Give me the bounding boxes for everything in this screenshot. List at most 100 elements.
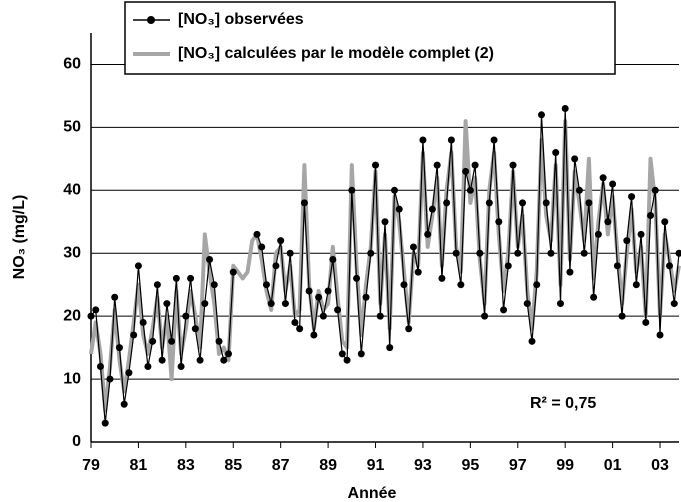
data-point [353, 274, 361, 282]
data-point [267, 300, 275, 308]
data-point [661, 218, 669, 226]
data-point [647, 211, 655, 219]
data-point [305, 287, 313, 295]
data-point [96, 362, 104, 370]
data-point [343, 356, 351, 364]
data-point [177, 362, 185, 370]
data-point [419, 136, 427, 144]
data-point [220, 356, 228, 364]
legend-label: [NO₃] calculées par le modèle complet (2… [178, 45, 494, 62]
data-point [182, 312, 190, 320]
data-point [338, 350, 346, 358]
data-point [428, 205, 436, 213]
data-point [348, 186, 356, 194]
data-point [111, 293, 119, 301]
data-point [504, 262, 512, 270]
data-point [528, 337, 536, 345]
data-point [291, 318, 299, 326]
data-point [466, 186, 474, 194]
y-tick-label: 30 [63, 244, 81, 261]
data-point [277, 237, 285, 245]
data-point [158, 356, 166, 364]
data-point [400, 281, 408, 289]
data-point [367, 249, 375, 257]
data-point [542, 199, 550, 207]
y-axis-label: NO₃ (mg/L) [11, 195, 28, 280]
x-tick-label: 03 [651, 457, 669, 474]
data-point [215, 337, 223, 345]
data-point [438, 274, 446, 282]
data-point [495, 218, 503, 226]
data-point [623, 237, 631, 245]
data-point [134, 262, 142, 270]
data-point [609, 180, 617, 188]
x-tick-label: 81 [130, 457, 148, 474]
data-point [139, 318, 147, 326]
data-point [381, 218, 389, 226]
data-point [514, 249, 522, 257]
data-point [575, 186, 583, 194]
data-point [187, 274, 195, 282]
data-point [191, 325, 199, 333]
data-point [106, 375, 114, 383]
data-point [666, 262, 674, 270]
y-tick-label: 50 [63, 119, 81, 136]
data-point [471, 161, 479, 169]
data-point [376, 312, 384, 320]
x-tick-label: 89 [319, 457, 337, 474]
data-point [201, 300, 209, 308]
data-point [120, 400, 128, 408]
data-point [462, 167, 470, 175]
data-point [149, 337, 157, 345]
data-point [537, 111, 545, 119]
data-point [561, 105, 569, 113]
data-point [566, 268, 574, 276]
data-point [163, 300, 171, 308]
data-point [315, 293, 323, 301]
legend-label: [NO₃] observées [178, 11, 304, 28]
data-point [334, 306, 342, 314]
data-point [372, 161, 380, 169]
annotation: R² = 0,75 [530, 395, 596, 412]
y-tick-label: 40 [63, 182, 81, 199]
data-point [637, 230, 645, 238]
data-point [604, 218, 612, 226]
data-point [490, 136, 498, 144]
data-point [281, 300, 289, 308]
x-tick-label: 97 [509, 457, 527, 474]
data-point [457, 281, 465, 289]
data-point [523, 300, 531, 308]
data-point [272, 262, 280, 270]
data-point [585, 199, 593, 207]
x-tick-label: 91 [367, 457, 385, 474]
data-point [362, 293, 370, 301]
data-point [206, 256, 214, 264]
y-tick-label: 0 [72, 433, 81, 450]
data-point [286, 249, 294, 257]
data-point [414, 268, 422, 276]
data-point [225, 350, 233, 358]
data-point [651, 186, 659, 194]
x-tick-label: 79 [82, 457, 100, 474]
data-point [300, 199, 308, 207]
data-point [115, 344, 123, 352]
data-point [675, 249, 681, 257]
data-point [405, 325, 413, 333]
data-point [395, 205, 403, 213]
data-point [172, 274, 180, 282]
y-tick-label: 10 [63, 370, 81, 387]
legend-box [124, 1, 616, 75]
data-point [258, 243, 266, 251]
data-point [144, 362, 152, 370]
data-point [632, 281, 640, 289]
data-point [618, 312, 626, 320]
data-point [509, 161, 517, 169]
data-point [447, 136, 455, 144]
data-point [87, 312, 95, 320]
data-point [433, 161, 441, 169]
data-point [390, 186, 398, 194]
data-point [485, 199, 493, 207]
data-point [500, 306, 508, 314]
data-point [556, 300, 564, 308]
